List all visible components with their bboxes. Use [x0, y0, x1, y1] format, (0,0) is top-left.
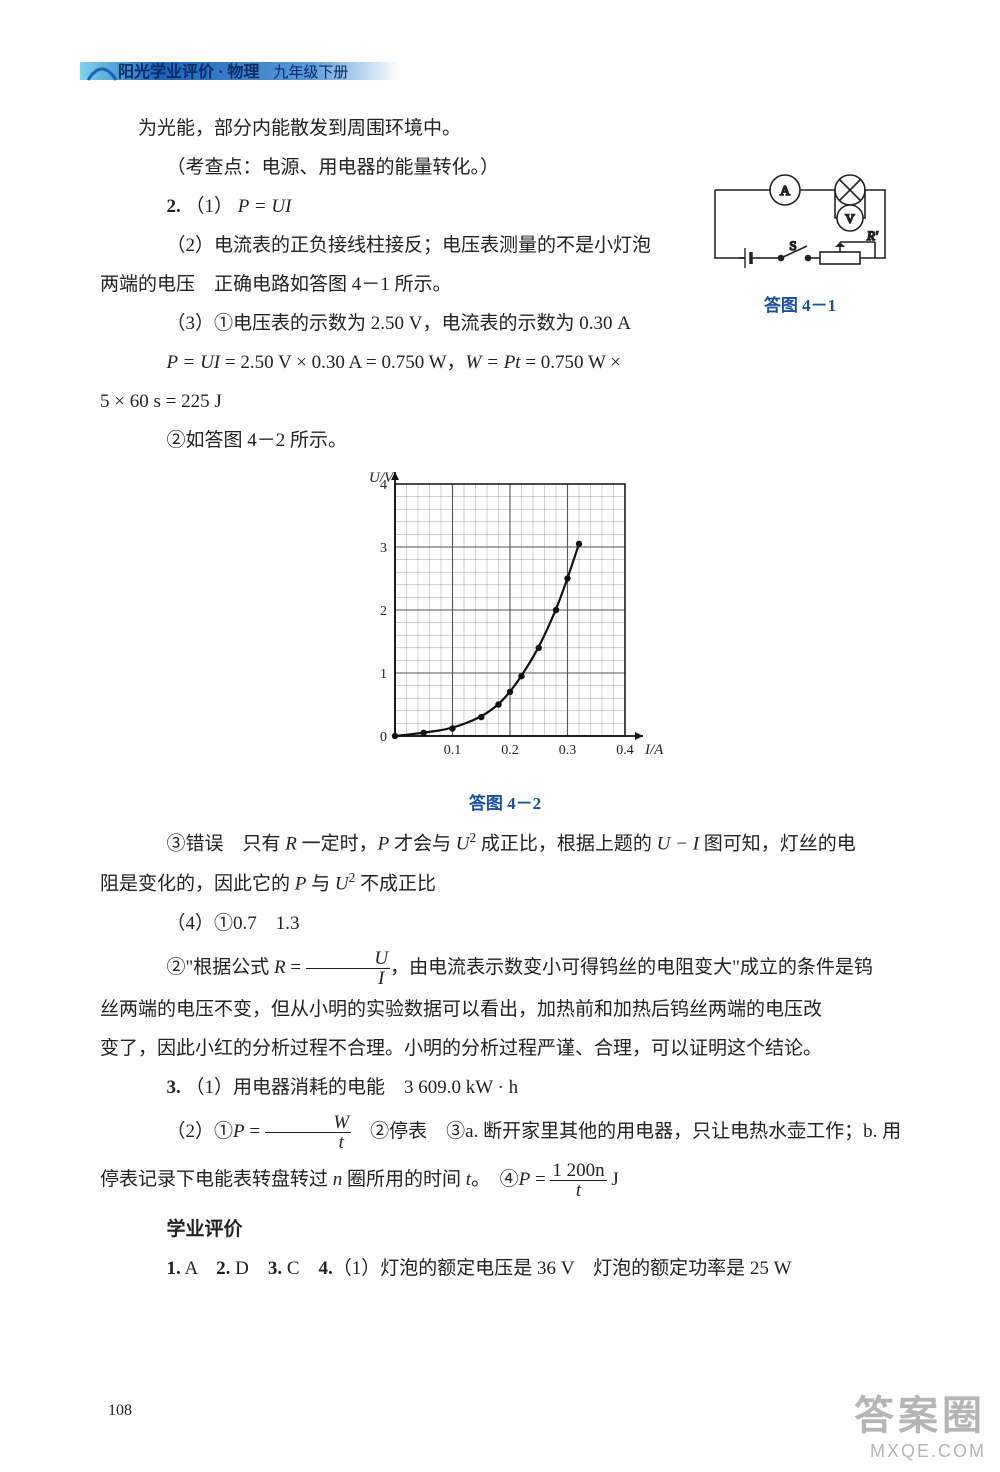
p18e: 。 ④	[471, 1169, 519, 1190]
p11b: P	[295, 874, 307, 895]
p3: 2. （1） P = UI	[100, 188, 910, 227]
svg-text:0: 0	[380, 730, 387, 745]
p13c: =	[286, 957, 306, 978]
q2-num: 2.	[167, 196, 181, 217]
p17c: =	[245, 1121, 265, 1142]
p12: （4）①0.7 1.3	[100, 905, 910, 944]
p18den: t	[550, 1181, 606, 1200]
svg-text:0.2: 0.2	[501, 743, 519, 758]
p18: 停表记录下电能表转盘转过 n 圈所用的时间 t。 ④P = 1 200nt J	[100, 1156, 910, 1204]
p10c: 一定时，	[297, 834, 378, 855]
q3-num: 3.	[167, 1077, 181, 1098]
p18h: J	[607, 1169, 619, 1190]
p18a: 停表记录下电能表转盘转过	[100, 1169, 333, 1190]
header-title-main: 阳光学业评价 · 物理	[118, 64, 259, 81]
p10f: U	[456, 834, 470, 855]
p17a: （2）①	[167, 1121, 234, 1142]
p14: 丝两端的电压不变，但从小明的实验数据可以看出，加热前和加热后钨丝两端的电压改	[100, 991, 910, 1030]
p5: 两端的电压 正确电路如答图 4－1 所示。	[100, 266, 910, 305]
p10g: 成正比，根据上题的	[476, 834, 657, 855]
p10: ③错误 只有 R 一定时，P 才会与 U2 成正比，根据上题的 U − I 图可…	[100, 824, 910, 864]
a3n: 3.	[268, 1258, 282, 1279]
section-title: 学业评价	[100, 1211, 910, 1250]
p11a: 阻是变化的，因此它的	[100, 874, 295, 895]
p13d: ，由电流表示数变小可得钨丝的电阻变大"成立的条件是钨	[390, 957, 873, 978]
p17: （2）①P = Wt ②停表 ③a. 断开家里其他的用电器，只让电热水壶工作；b…	[100, 1108, 910, 1156]
p3c: P = UI	[238, 196, 292, 217]
watermark-en: MXQE.COM	[854, 1441, 986, 1462]
svg-text:U/V: U/V	[369, 470, 395, 486]
p11e: 不成正比	[355, 874, 436, 895]
svg-text:1: 1	[380, 667, 387, 682]
p17den: t	[265, 1133, 351, 1152]
p18g: =	[530, 1169, 550, 1190]
p10i: 图可知，灯丝的电	[699, 834, 856, 855]
p2: （考查点：电源、用电器的能量转化。）	[100, 149, 910, 188]
svg-text:I/A: I/A	[644, 742, 664, 758]
svg-text:3: 3	[380, 541, 387, 556]
p17d: ②停表 ③a. 断开家里其他的用电器，只让电热水壶工作；b. 用	[351, 1121, 901, 1142]
p7: P = UI = 2.50 V × 0.30 A = 0.750 W，W = P…	[100, 344, 910, 383]
chart-svg: 0.10.20.30.401234U/VI/A	[340, 466, 670, 766]
p10e: 才会与	[389, 834, 456, 855]
a1n: 1.	[167, 1258, 181, 1279]
p10h: U − I	[657, 834, 699, 855]
p19: 1. A 2. D 3. C 4.（1）灯泡的额定电压是 36 V 灯泡的额定功…	[100, 1250, 910, 1289]
p10a: ③错误 只有	[167, 834, 286, 855]
p15: 变了，因此小红的分析过程不合理。小明的分析过程严谨、合理，可以证明这个结论。	[100, 1030, 910, 1069]
p10b: R	[285, 834, 297, 855]
p10d: P	[378, 834, 390, 855]
p18f: P	[519, 1169, 531, 1190]
p11: 阻是变化的，因此它的 P 与 U2 不成正比	[100, 864, 910, 904]
p13a: ②"根据公式	[167, 957, 275, 978]
page-header: 阳光学业评价 · 物理 九年级下册	[118, 58, 348, 82]
p18b: n	[333, 1169, 343, 1190]
page-number: 108	[108, 1402, 132, 1420]
p13: ②"根据公式 R = UI，由电流表示数变小可得钨丝的电阻变大"成立的条件是钨	[100, 944, 910, 992]
p18c: 圈所用的时间	[342, 1169, 466, 1190]
p11d: U	[335, 874, 349, 895]
svg-text:0.1: 0.1	[444, 743, 462, 758]
p13num: U	[306, 949, 390, 969]
a3v: C	[282, 1258, 318, 1279]
svg-text:0.3: 0.3	[559, 743, 577, 758]
watermark: 答案圈 MXQE.COM	[854, 1383, 986, 1462]
chart-caption: 答图 4－2	[100, 787, 910, 822]
p16b: （1）用电器消耗的电能 3 609.0 kW · h	[186, 1077, 519, 1098]
p13b: R	[274, 957, 286, 978]
p13den: I	[306, 969, 390, 988]
p17num: W	[265, 1113, 351, 1133]
svg-text:0.4: 0.4	[616, 743, 634, 758]
p1: 为光能，部分内能散发到周围环境中。	[100, 110, 910, 149]
a1v: A	[181, 1258, 216, 1279]
header-title-sub: 九年级下册	[273, 65, 348, 81]
p9: ②如答图 4－2 所示。	[100, 422, 910, 461]
p8: 5 × 60 s = 225 J	[100, 383, 910, 422]
a2n: 2.	[216, 1258, 230, 1279]
p11c: 与	[306, 874, 335, 895]
a2v: D	[230, 1258, 267, 1279]
p7c: W = Pt	[466, 352, 521, 373]
p7a: P = UI	[167, 352, 221, 373]
svg-text:2: 2	[380, 604, 387, 619]
main-content: 为光能，部分内能散发到周围环境中。 （考查点：电源、用电器的能量转化。） 2. …	[100, 110, 910, 1289]
p6: （3）①电压表的示数为 2.50 V，电流表的示数为 0.30 A	[100, 305, 910, 344]
p18num: 1 200n	[552, 1160, 604, 1181]
p7d: = 0.750 W ×	[521, 352, 621, 373]
p4: （2）电流表的正负接线柱接反；电压表测量的不是小灯泡	[100, 227, 910, 266]
a4n: 4.	[319, 1258, 333, 1279]
p16: 3. （1）用电器消耗的电能 3 609.0 kW · h	[100, 1069, 910, 1108]
watermark-cn: 答案圈	[854, 1383, 986, 1441]
chart-figure: 0.10.20.30.401234U/VI/A 答图 4－2	[100, 466, 910, 822]
p3b: （1）	[186, 196, 238, 217]
p17b: P	[233, 1121, 245, 1142]
a4v: （1）灯泡的额定电压是 36 V 灯泡的额定功率是 25 W	[333, 1258, 792, 1279]
p7b: = 2.50 V × 0.30 A = 0.750 W，	[220, 352, 465, 373]
